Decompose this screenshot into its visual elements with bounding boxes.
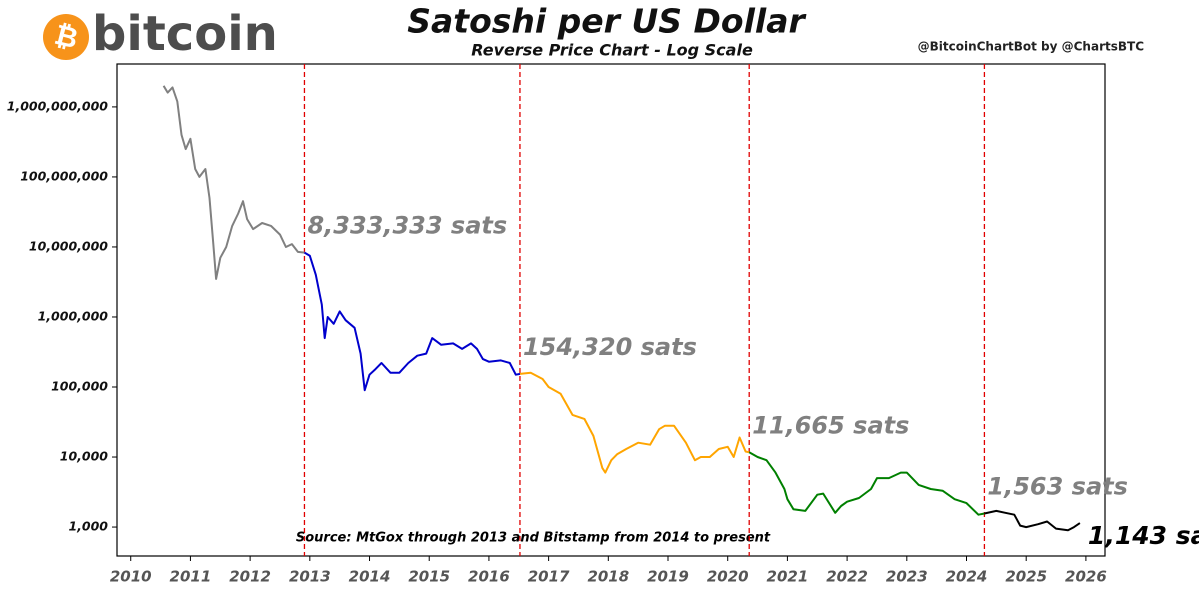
halving-label: 11,665 sats [752, 411, 909, 439]
halving-label: 8,333,333 sats [307, 212, 507, 240]
plot-frame [116, 63, 1106, 557]
x-tick-label: 2021 [767, 568, 809, 586]
x-tick-label: 2015 [408, 568, 450, 586]
current-label: 1,143 sats [1088, 521, 1199, 550]
y-tick-label: 1,000,000,000 [7, 98, 109, 113]
x-tick-label: 2026 [1065, 568, 1107, 586]
logo-coin [43, 14, 89, 60]
price-line [162, 85, 305, 280]
x-tick-label: 2010 [110, 568, 152, 586]
logo-text: bitcoin [92, 6, 278, 62]
x-tick-label: 2024 [946, 568, 988, 586]
chart-subtitle: Reverse Price Chart - Log Scale [471, 41, 753, 60]
x-tick-label: 2017 [528, 568, 570, 586]
source-note: Source: MtGox through 2013 and Bitstamp … [296, 531, 771, 546]
x-tick-label: 2025 [1005, 568, 1047, 586]
price-line [519, 371, 750, 474]
chart-title: Satoshi per US Dollar [407, 2, 806, 41]
price-line [748, 451, 985, 516]
y-tick-label: 100,000 [51, 379, 108, 394]
y-tick-label: 1,000 [68, 519, 108, 534]
x-tick-label: 2020 [707, 568, 749, 586]
x-tick-label: 2019 [647, 568, 689, 586]
price-line [303, 251, 521, 392]
y-tick-label: 100,000,000 [20, 168, 108, 183]
x-tick-label: 2012 [229, 568, 271, 586]
x-tick-label: 2013 [289, 568, 331, 586]
y-tick-label: 10,000,000 [29, 238, 108, 253]
x-tick-label: 2023 [886, 568, 928, 586]
x-tick-label: 2011 [170, 568, 212, 586]
y-tick-label: 10,000 [60, 449, 109, 464]
x-tick-label: 2022 [826, 568, 868, 586]
halving-label: 1,563 sats [987, 472, 1128, 500]
y-tick-label: 1,000,000 [38, 308, 109, 323]
price-line [984, 509, 1081, 532]
x-tick-label: 2016 [468, 568, 510, 586]
watermark: @BitcoinChartBot by @ChartsBTC [918, 40, 1145, 54]
x-tick-label: 2018 [587, 568, 629, 586]
halving-label: 154,320 sats [523, 333, 697, 361]
x-tick-label: 2014 [349, 568, 391, 586]
